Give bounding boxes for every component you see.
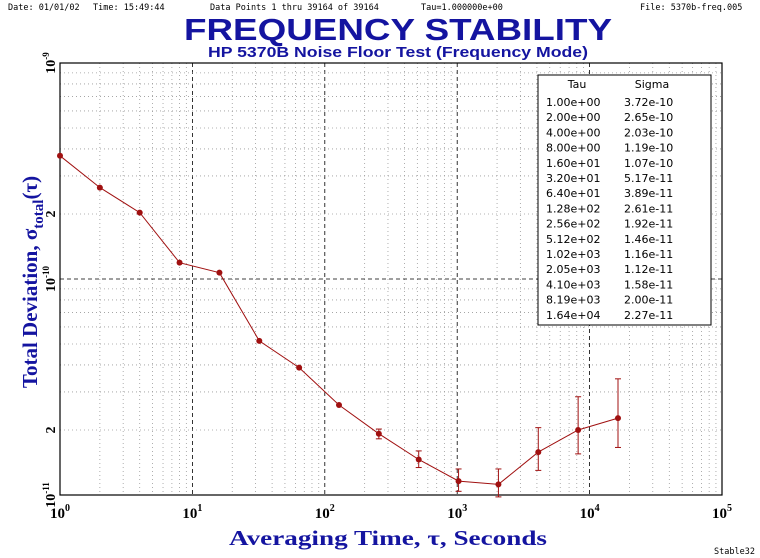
x-tick-exponent: 5 [727, 503, 732, 514]
data-point [335, 402, 342, 409]
x-tick-exponent: 3 [462, 503, 467, 514]
sigma-table-tau-value: 1.00e+00 [546, 96, 600, 109]
sigma-table-header-sigma: Sigma [635, 78, 669, 91]
sigma-table-sigma-value: 1.58e-11 [624, 278, 673, 291]
sigma-table-tau-value: 2.56e+02 [546, 218, 600, 231]
x-tick-exponent: 4 [595, 503, 600, 514]
header-tau: Tau=1.000000e+00 [421, 3, 503, 13]
x-tick-label: 103 [447, 503, 467, 522]
sigma-table-sigma-value: 2.65e-10 [624, 111, 673, 124]
data-point [176, 259, 183, 266]
sigma-table-tau-value: 6.40e+01 [546, 187, 600, 200]
y-tick-base: 10 [44, 278, 59, 292]
y-tick-base: 10 [44, 60, 59, 74]
data-point [575, 426, 582, 433]
series-line [59, 155, 619, 485]
data-point [96, 184, 103, 191]
header-time: Time: 15:49:44 [93, 3, 165, 13]
x-tick-base: 10 [712, 506, 727, 522]
plot-frame [59, 62, 723, 496]
y-tick-base: 2 [44, 211, 59, 218]
data-point [216, 269, 223, 276]
data-point [455, 478, 462, 485]
sigma-table: Tau Sigma 1.00e+00 3.72e-10 2.00e+00 2.65e-… [537, 74, 712, 326]
x-tick-label: 100 [50, 503, 70, 522]
data-point [136, 209, 143, 216]
chart-title: FREQUENCY STABILITY [184, 12, 612, 47]
x-tick-base: 10 [182, 506, 197, 522]
sigma-table-sigma-value: 1.07e-10 [624, 157, 673, 170]
x-tick-label: 102 [315, 503, 335, 522]
data-point [375, 430, 382, 437]
sigma-table-sigma-value: 5.17e-11 [624, 172, 673, 185]
y-tick-label: 10-11 [41, 482, 59, 508]
y-tick-base: 10 [44, 494, 59, 508]
header-file: File: 5370b-freq.005 [640, 3, 742, 13]
sigma-table-tau-value: 1.02e+03 [546, 248, 600, 261]
sigma-table-tau-value: 3.20e+01 [546, 172, 600, 185]
y-tick-label: 2 [44, 211, 59, 218]
data-point [614, 415, 621, 422]
sigma-table-tau-value: 1.64e+04 [546, 309, 600, 322]
y-tick-exponent: -11 [41, 482, 51, 494]
sigma-table-sigma-value: 1.16e-11 [624, 248, 673, 261]
y-axis-label: Total Deviation, σtotal(τ) [18, 176, 47, 388]
sigma-table-sigma-value: 2.03e-10 [624, 126, 673, 139]
data-point [535, 449, 542, 456]
x-tick-label: 101 [182, 503, 202, 522]
sigma-table-sigma-value: 1.46e-11 [624, 233, 673, 246]
chart-subtitle: HP 5370B Noise Floor Test (Frequency Mod… [208, 44, 588, 61]
sigma-table-tau-value: 1.28e+02 [546, 202, 600, 215]
data-point [296, 364, 303, 371]
y-tick-base: 2 [44, 427, 59, 434]
x-tick-label: 105 [712, 503, 732, 522]
sigma-table-tau-value: 5.12e+02 [546, 233, 600, 246]
x-tick-label: 104 [580, 503, 600, 522]
y-tick-exponent: -9 [41, 52, 51, 60]
x-tick-base: 10 [580, 506, 595, 522]
x-tick-base: 10 [50, 506, 65, 522]
y-tick-label: 10-9 [41, 52, 59, 74]
sigma-table-tau-value: 8.00e+00 [546, 142, 600, 155]
x-axis-label: Averaging Time, τ, Seconds [229, 526, 547, 550]
data-point [256, 337, 263, 344]
sigma-table-sigma-value: 3.72e-10 [624, 96, 673, 109]
y-axis-label-subscript: total [31, 200, 47, 229]
sigma-table-sigma-value: 1.12e-11 [624, 263, 673, 276]
sigma-table-sigma-value: 1.19e-10 [624, 142, 673, 155]
footer-tag: Stable32 [714, 547, 755, 557]
x-tick-exponent: 2 [330, 503, 335, 514]
sigma-table-tau-value: 4.00e+00 [546, 126, 600, 139]
sigma-table-tau-value: 8.19e+03 [546, 294, 600, 307]
sigma-table-tau-value: 2.00e+00 [546, 111, 600, 124]
sigma-table-tau-value: 2.05e+03 [546, 263, 600, 276]
sigma-table-rows: 1.00e+00 3.72e-10 2.00e+00 2.65e-10 4.00e+00… [546, 96, 673, 322]
y-axis-label-main: Total Deviation, σ [18, 228, 42, 388]
y-tick-exponent: -10 [41, 266, 51, 278]
data-point [415, 456, 422, 463]
y-tick-label: 10-10 [41, 266, 59, 292]
x-tick-base: 10 [447, 506, 462, 522]
sigma-table-header-tau: Tau [567, 78, 587, 91]
data-point [495, 481, 502, 488]
sigma-table-sigma-value: 2.27e-11 [624, 309, 673, 322]
data-series [57, 152, 621, 498]
x-tick-exponent: 1 [197, 503, 202, 514]
x-tick-base: 10 [315, 506, 330, 522]
header-data-points: Data Points 1 thru 39164 of 39164 [210, 3, 379, 13]
y-axis-label-tail: (τ) [18, 176, 42, 200]
sigma-table-sigma-value: 3.89e-11 [624, 187, 673, 200]
sigma-table-sigma-value: 2.61e-11 [624, 202, 673, 215]
x-tick-exponent: 0 [65, 503, 70, 514]
sigma-table-frame [537, 74, 712, 326]
sigma-table-sigma-value: 1.92e-11 [624, 218, 673, 231]
sigma-table-tau-value: 1.60e+01 [546, 157, 600, 170]
y-tick-label: 2 [44, 427, 59, 434]
data-point [57, 152, 63, 159]
header-date: Date: 01/01/02 [8, 3, 80, 13]
sigma-table-tau-value: 4.10e+03 [546, 278, 600, 291]
sigma-table-sigma-value: 2.00e-11 [624, 294, 673, 307]
